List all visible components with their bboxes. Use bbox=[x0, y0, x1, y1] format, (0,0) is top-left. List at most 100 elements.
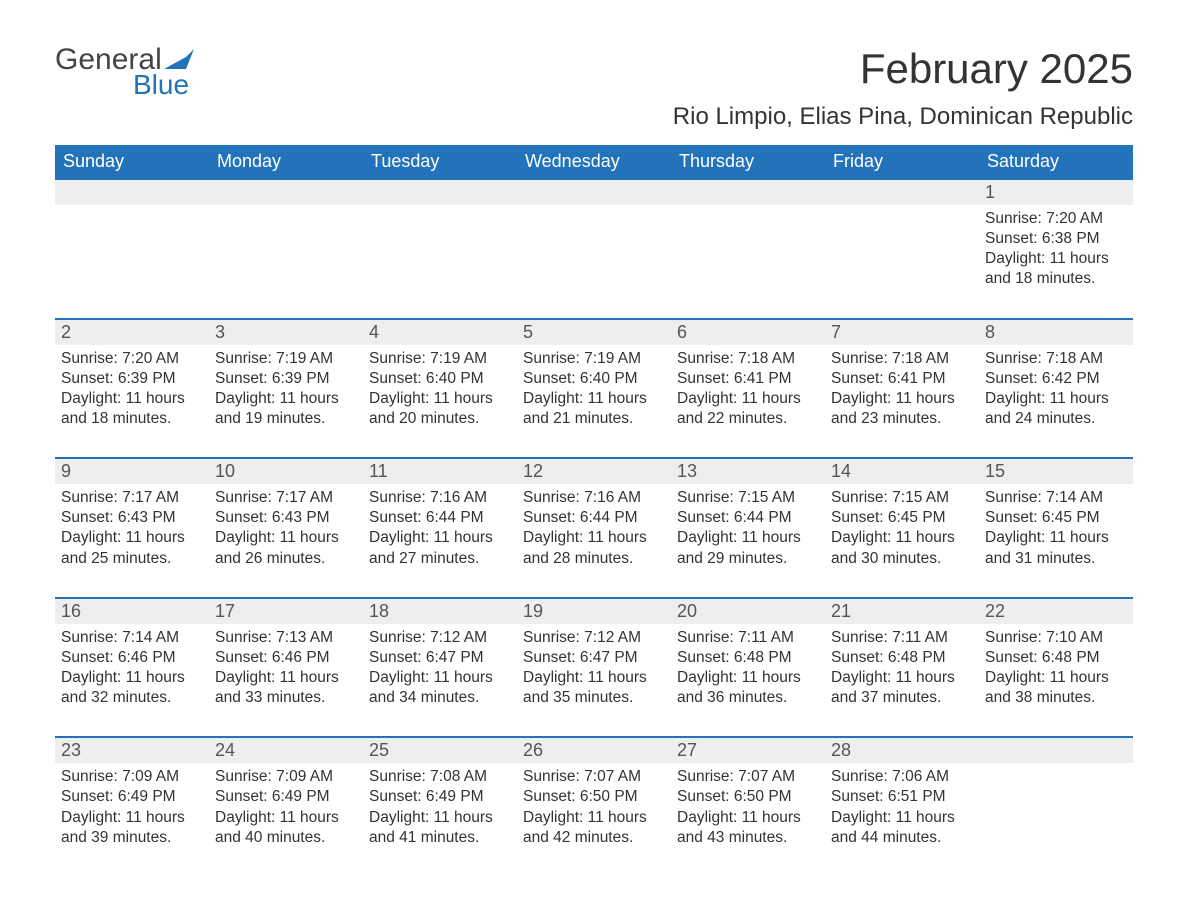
day-cell: Sunrise: 7:16 AMSunset: 6:44 PMDaylight:… bbox=[363, 484, 517, 598]
day-sunrise: Sunrise: 7:09 AM bbox=[61, 767, 203, 787]
daynum-empty bbox=[517, 179, 671, 205]
calendar-table: Sunday Monday Tuesday Wednesday Thursday… bbox=[55, 145, 1133, 876]
day-dl1: Daylight: 11 hours bbox=[369, 528, 511, 548]
day-cell: Sunrise: 7:09 AMSunset: 6:49 PMDaylight:… bbox=[55, 763, 209, 876]
day-cell: Sunrise: 7:07 AMSunset: 6:50 PMDaylight:… bbox=[517, 763, 671, 876]
day-sunrise: Sunrise: 7:20 AM bbox=[985, 209, 1127, 229]
day-sunrise: Sunrise: 7:19 AM bbox=[369, 349, 511, 369]
day-dl1: Daylight: 11 hours bbox=[369, 389, 511, 409]
day-dl1: Daylight: 11 hours bbox=[985, 389, 1127, 409]
day-dl1: Daylight: 11 hours bbox=[61, 808, 203, 828]
day-cell: Sunrise: 7:20 AMSunset: 6:39 PMDaylight:… bbox=[55, 345, 209, 459]
day-dl2: and 37 minutes. bbox=[831, 688, 973, 708]
daynum-empty bbox=[209, 179, 363, 205]
daynum: 27 bbox=[671, 737, 825, 763]
weekday-header-row: Sunday Monday Tuesday Wednesday Thursday… bbox=[55, 145, 1133, 179]
day-cell: Sunrise: 7:10 AMSunset: 6:48 PMDaylight:… bbox=[979, 624, 1133, 738]
day-dl2: and 38 minutes. bbox=[985, 688, 1127, 708]
day-dl1: Daylight: 11 hours bbox=[831, 808, 973, 828]
day-sunset: Sunset: 6:45 PM bbox=[831, 508, 973, 528]
weekday-header: Monday bbox=[209, 145, 363, 179]
weekday-header: Wednesday bbox=[517, 145, 671, 179]
day-dl1: Daylight: 11 hours bbox=[215, 389, 357, 409]
day-dl1: Daylight: 11 hours bbox=[831, 389, 973, 409]
day-sunset: Sunset: 6:43 PM bbox=[61, 508, 203, 528]
daynum: 6 bbox=[671, 319, 825, 345]
day-sunset: Sunset: 6:49 PM bbox=[61, 787, 203, 807]
daynum-row: 1 bbox=[55, 179, 1133, 205]
day-dl1: Daylight: 11 hours bbox=[831, 528, 973, 548]
day-dl1: Daylight: 11 hours bbox=[985, 249, 1127, 269]
daydata-empty bbox=[517, 205, 671, 319]
weekday-header: Thursday bbox=[671, 145, 825, 179]
day-cell: Sunrise: 7:19 AMSunset: 6:40 PMDaylight:… bbox=[363, 345, 517, 459]
daynum: 16 bbox=[55, 598, 209, 624]
daynum: 21 bbox=[825, 598, 979, 624]
day-dl2: and 25 minutes. bbox=[61, 549, 203, 569]
day-sunrise: Sunrise: 7:18 AM bbox=[985, 349, 1127, 369]
day-dl2: and 22 minutes. bbox=[677, 409, 819, 429]
daynum: 1 bbox=[979, 179, 1133, 205]
daynum-empty bbox=[979, 737, 1133, 763]
day-dl2: and 41 minutes. bbox=[369, 828, 511, 848]
daynum: 8 bbox=[979, 319, 1133, 345]
day-sunset: Sunset: 6:49 PM bbox=[215, 787, 357, 807]
weekday-header: Tuesday bbox=[363, 145, 517, 179]
day-dl1: Daylight: 11 hours bbox=[523, 668, 665, 688]
daynum: 23 bbox=[55, 737, 209, 763]
day-cell: Sunrise: 7:14 AMSunset: 6:46 PMDaylight:… bbox=[55, 624, 209, 738]
day-sunrise: Sunrise: 7:19 AM bbox=[523, 349, 665, 369]
day-dl1: Daylight: 11 hours bbox=[369, 668, 511, 688]
day-dl2: and 24 minutes. bbox=[985, 409, 1127, 429]
daydata-empty bbox=[209, 205, 363, 319]
day-sunset: Sunset: 6:48 PM bbox=[985, 648, 1127, 668]
day-sunrise: Sunrise: 7:12 AM bbox=[369, 628, 511, 648]
day-sunset: Sunset: 6:50 PM bbox=[677, 787, 819, 807]
daynum: 17 bbox=[209, 598, 363, 624]
day-sunset: Sunset: 6:39 PM bbox=[215, 369, 357, 389]
day-cell: Sunrise: 7:19 AMSunset: 6:39 PMDaylight:… bbox=[209, 345, 363, 459]
day-cell: Sunrise: 7:09 AMSunset: 6:49 PMDaylight:… bbox=[209, 763, 363, 876]
daynum: 7 bbox=[825, 319, 979, 345]
day-sunset: Sunset: 6:44 PM bbox=[369, 508, 511, 528]
day-dl2: and 30 minutes. bbox=[831, 549, 973, 569]
day-cell: Sunrise: 7:14 AMSunset: 6:45 PMDaylight:… bbox=[979, 484, 1133, 598]
day-dl2: and 19 minutes. bbox=[215, 409, 357, 429]
daynum: 5 bbox=[517, 319, 671, 345]
daynum: 18 bbox=[363, 598, 517, 624]
day-cell: Sunrise: 7:19 AMSunset: 6:40 PMDaylight:… bbox=[517, 345, 671, 459]
day-sunset: Sunset: 6:46 PM bbox=[61, 648, 203, 668]
day-dl1: Daylight: 11 hours bbox=[61, 528, 203, 548]
day-sunrise: Sunrise: 7:09 AM bbox=[215, 767, 357, 787]
day-sunrise: Sunrise: 7:13 AM bbox=[215, 628, 357, 648]
day-dl1: Daylight: 11 hours bbox=[523, 389, 665, 409]
day-dl1: Daylight: 11 hours bbox=[523, 528, 665, 548]
day-sunset: Sunset: 6:45 PM bbox=[985, 508, 1127, 528]
daydata-empty bbox=[671, 205, 825, 319]
daynum-empty bbox=[363, 179, 517, 205]
daydata-row: Sunrise: 7:20 AMSunset: 6:39 PMDaylight:… bbox=[55, 345, 1133, 459]
daydata-row: Sunrise: 7:14 AMSunset: 6:46 PMDaylight:… bbox=[55, 624, 1133, 738]
daynum: 2 bbox=[55, 319, 209, 345]
day-dl2: and 43 minutes. bbox=[677, 828, 819, 848]
daynum: 19 bbox=[517, 598, 671, 624]
daynum-empty bbox=[825, 179, 979, 205]
daynum: 9 bbox=[55, 458, 209, 484]
weekday-header: Saturday bbox=[979, 145, 1133, 179]
day-dl1: Daylight: 11 hours bbox=[369, 808, 511, 828]
day-sunset: Sunset: 6:43 PM bbox=[215, 508, 357, 528]
daynum: 10 bbox=[209, 458, 363, 484]
weekday-header: Friday bbox=[825, 145, 979, 179]
day-sunset: Sunset: 6:46 PM bbox=[215, 648, 357, 668]
day-dl1: Daylight: 11 hours bbox=[677, 528, 819, 548]
day-sunrise: Sunrise: 7:07 AM bbox=[523, 767, 665, 787]
logo-text-blue: Blue bbox=[133, 71, 194, 99]
daynum: 24 bbox=[209, 737, 363, 763]
day-sunrise: Sunrise: 7:12 AM bbox=[523, 628, 665, 648]
day-sunrise: Sunrise: 7:14 AM bbox=[61, 628, 203, 648]
daynum-row: 16171819202122 bbox=[55, 598, 1133, 624]
daynum: 25 bbox=[363, 737, 517, 763]
day-sunset: Sunset: 6:41 PM bbox=[677, 369, 819, 389]
daynum: 12 bbox=[517, 458, 671, 484]
day-dl2: and 40 minutes. bbox=[215, 828, 357, 848]
